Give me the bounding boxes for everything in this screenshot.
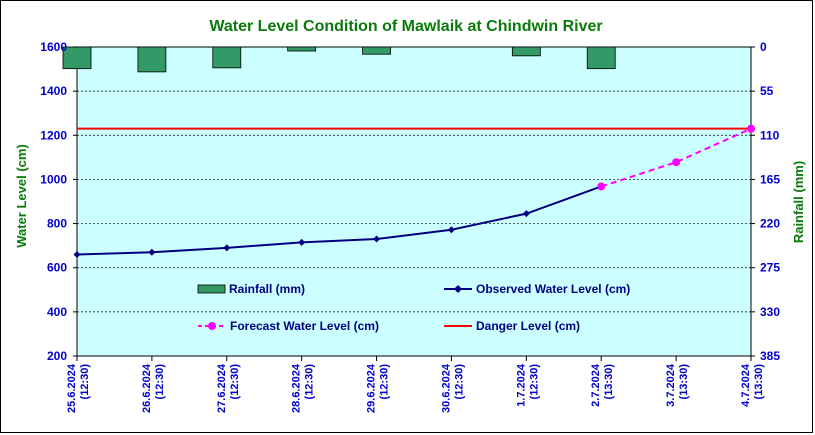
legend: Rainfall (mm) Observed Water Level (cm) … [197, 282, 630, 333]
x-tick-label: 26.6.2024(12:30) [141, 363, 166, 413]
observed-water-level-line [76, 185, 602, 256]
x-tick-label: 29.6.2024(12:30) [366, 363, 391, 413]
forecast-water-level-line [600, 127, 752, 188]
x-tick-label: 3.7.2024(13:30) [665, 363, 690, 407]
y-tick-label: 1200 [40, 128, 67, 142]
legend-label-forecast: Forecast Water Level (cm) [230, 319, 379, 333]
legend-marker-forecast [208, 322, 216, 330]
x-tick-label: 2.7.2024(13:30) [590, 363, 615, 407]
observed-point [148, 248, 156, 256]
y2-tick-label: 385 [760, 349, 780, 363]
x-tick-label: 30.6.2024(12:30) [440, 363, 465, 413]
rainfall-bar [62, 46, 92, 70]
x-tick-label: 25.6.2024(12:30) [66, 363, 91, 413]
observed-point [223, 244, 231, 252]
forecast-markers [597, 124, 755, 191]
chart-title: Water Level Condition of Mawlaik at Chin… [209, 18, 602, 35]
rainfall-bar [137, 46, 167, 73]
y-axis-title: Water Level (cm) [14, 144, 29, 248]
legend-item-observed: Observed Water Level (cm) [444, 282, 630, 296]
left-axis-ticks: 200 400 600 800 1000 1200 1400 1600 [40, 40, 77, 363]
gridlines [77, 90, 751, 313]
y2-tick-label: 165 [760, 172, 780, 186]
y2-axis-title: Rainfall (mm) [791, 161, 806, 243]
y2-tick-label: 0 [760, 40, 767, 54]
rainfall-bars [62, 46, 616, 73]
observed-point [522, 210, 530, 218]
legend-label-rainfall: Rainfall (mm) [229, 282, 305, 296]
rainfall-bar [287, 46, 317, 52]
legend-label-danger: Danger Level (cm) [476, 319, 580, 333]
y2-tick-label: 55 [760, 84, 774, 98]
legend-item-danger: Danger Level (cm) [444, 319, 580, 333]
observed-point [73, 250, 81, 258]
plot-area [76, 46, 752, 357]
observed-point [298, 238, 306, 246]
legend-item-forecast: Forecast Water Level (cm) [198, 319, 379, 333]
y-tick-label: 600 [47, 261, 67, 275]
legend-item-rainfall: Rainfall (mm) [197, 282, 305, 296]
y-tick-label: 400 [47, 305, 67, 319]
x-axis-ticks: 25.6.2024(12:30) 26.6.2024(12:30) 27.6.202… [66, 356, 765, 413]
legend-swatch-rainfall [197, 284, 226, 294]
rainfall-bar [362, 46, 391, 55]
y2-tick-label: 110 [760, 128, 780, 142]
y-tick-label: 1000 [40, 172, 67, 186]
y-tick-label: 1400 [40, 84, 67, 98]
x-tick-label: 4.7.2024(13:30) [740, 363, 765, 407]
legend-label-observed: Observed Water Level (cm) [476, 282, 630, 296]
x-tick-label: 28.6.2024(12:30) [291, 363, 316, 413]
x-tick-label: 1.7.2024(12:30) [515, 363, 540, 407]
y2-tick-label: 275 [760, 261, 780, 275]
right-axis-ticks: 0 55 110 165 220 275 330 385 [751, 40, 780, 363]
legend-marker-observed [454, 285, 462, 293]
rainfall-bar [586, 46, 616, 70]
observed-point [447, 226, 455, 234]
y-tick-label: 200 [47, 349, 67, 363]
forecast-point [747, 124, 755, 133]
rainfall-bar [511, 46, 541, 57]
x-tick-label: 27.6.2024(12:30) [216, 363, 241, 413]
y2-tick-label: 220 [760, 217, 780, 231]
observed-point [373, 235, 381, 243]
y-tick-label: 800 [47, 217, 67, 231]
y2-tick-label: 330 [760, 305, 780, 319]
forecast-point [597, 182, 606, 191]
rainfall-bar [212, 46, 242, 69]
y-tick-label: 1600 [40, 40, 67, 54]
forecast-point [672, 158, 681, 167]
